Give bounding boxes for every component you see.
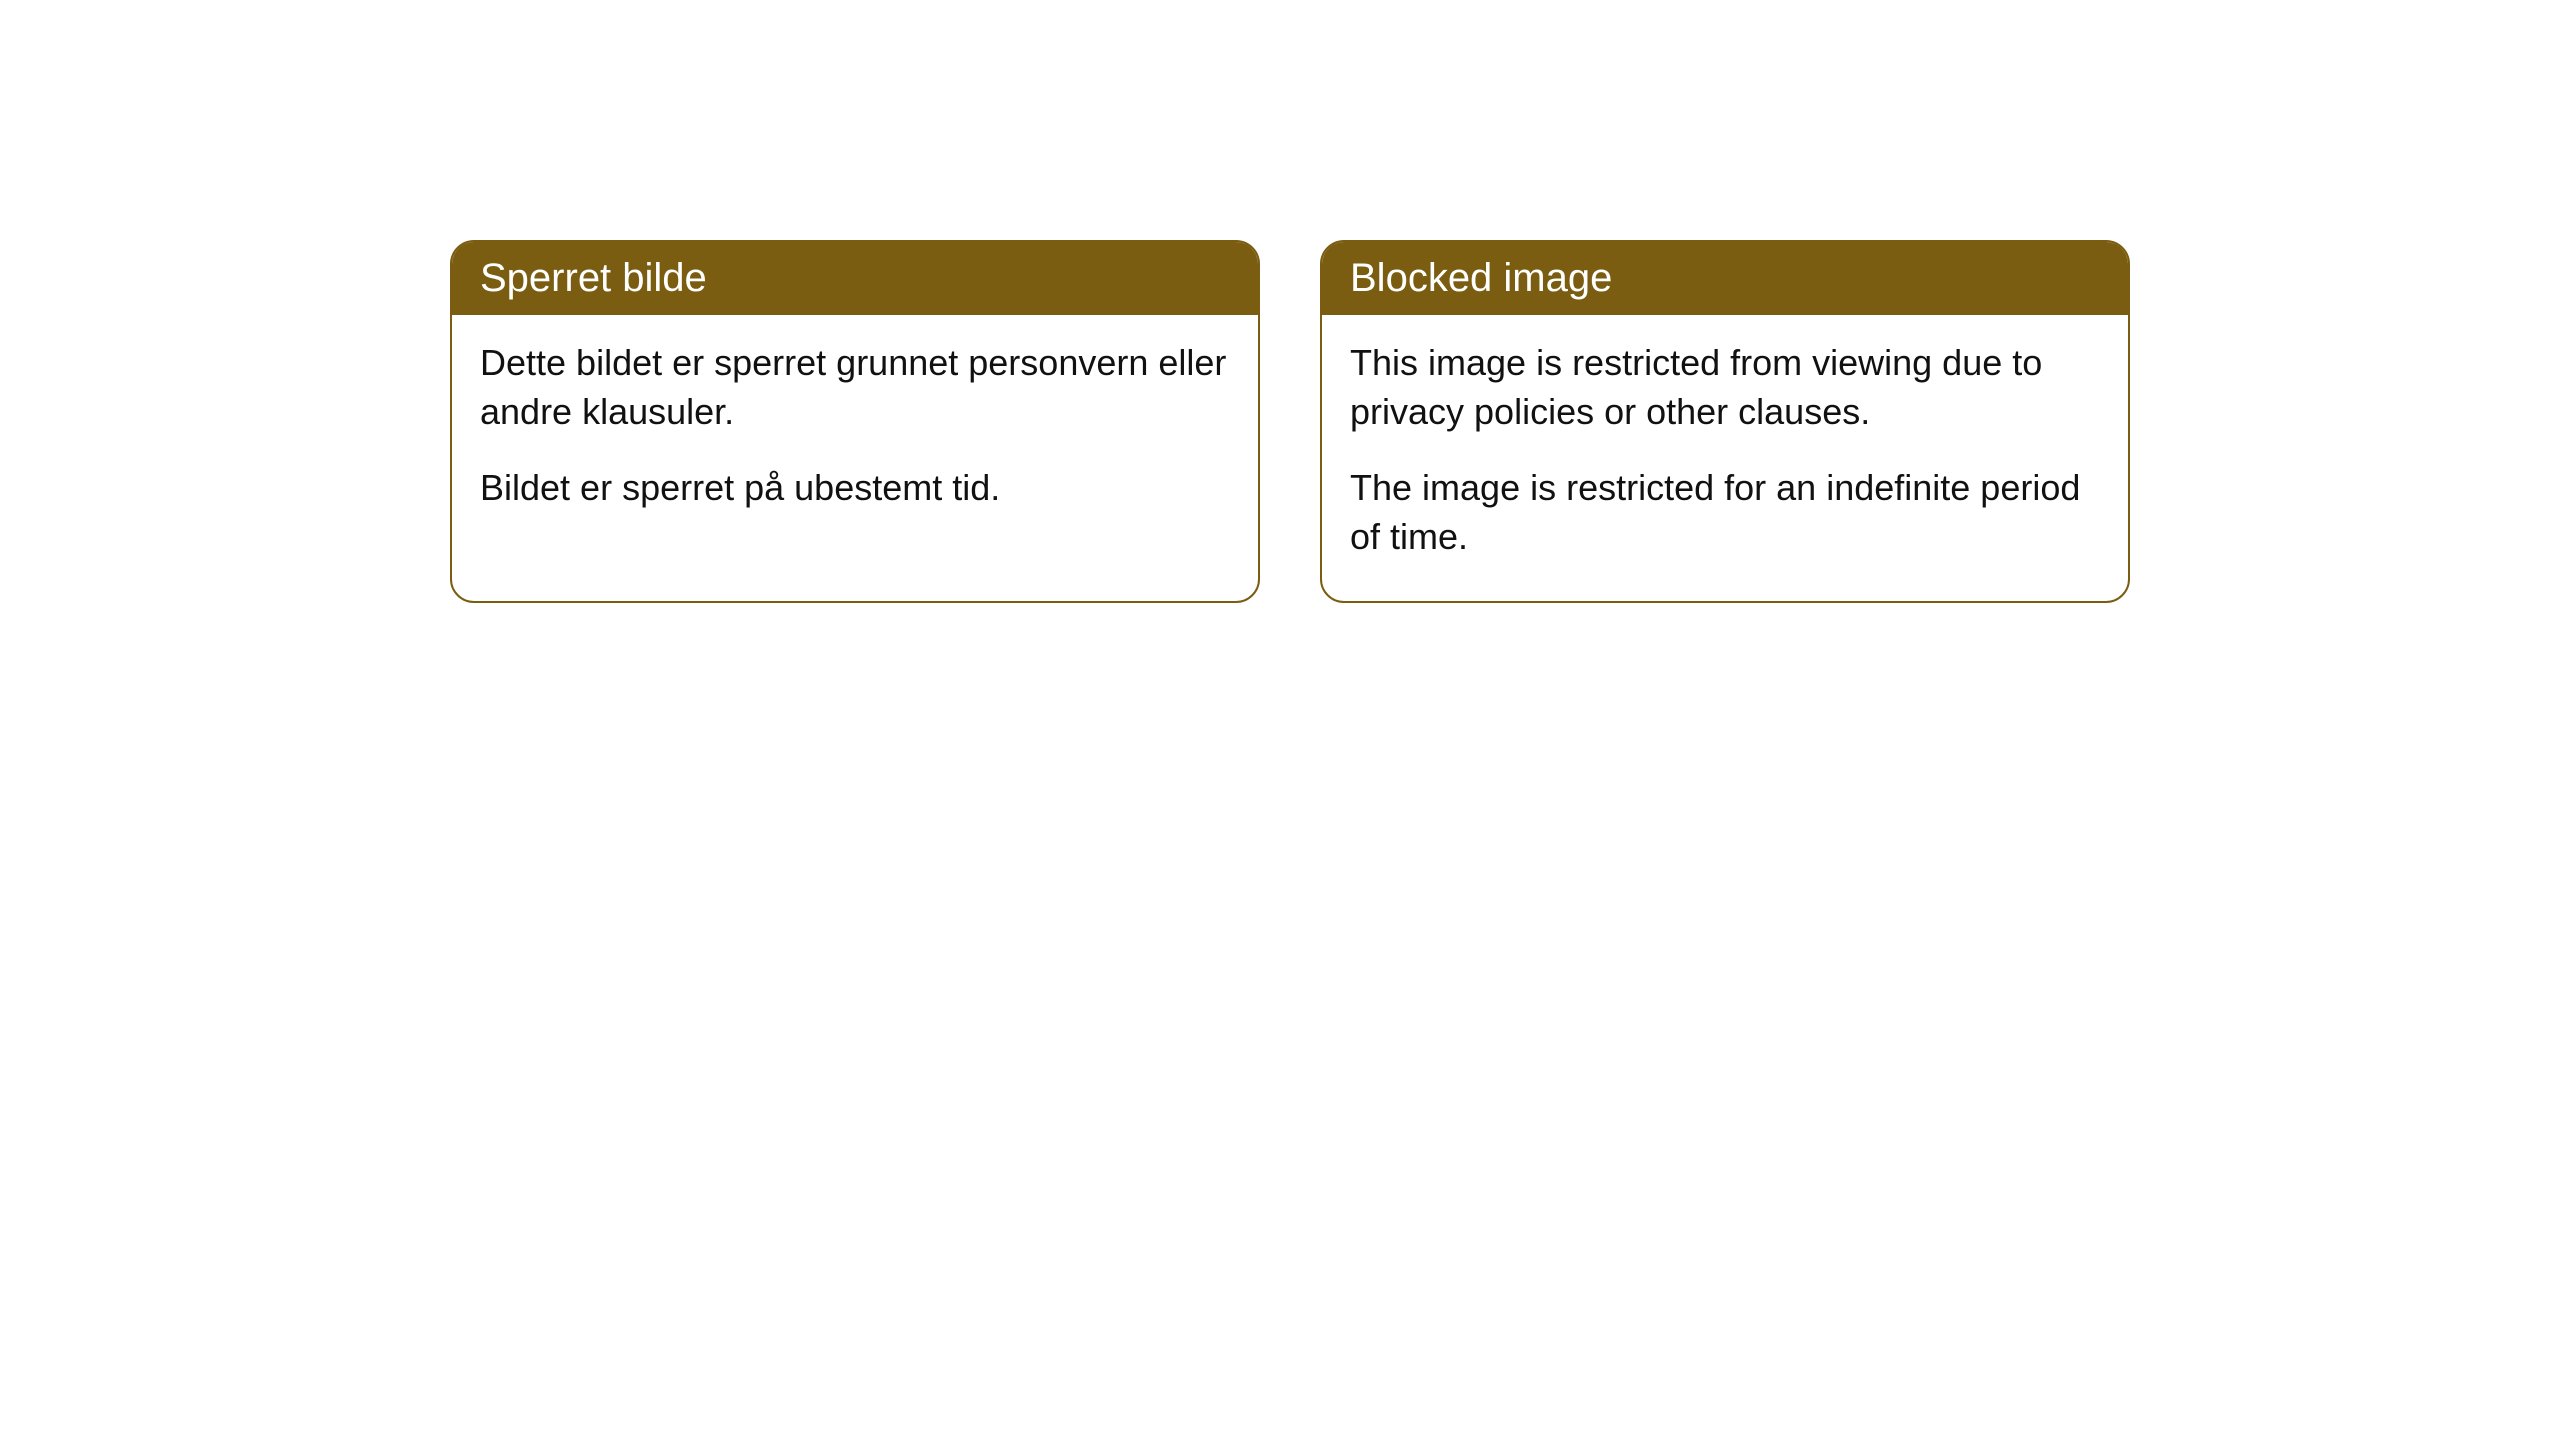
card-title: Sperret bilde [480,256,707,300]
card-body-english: This image is restricted from viewing du… [1322,315,2128,601]
notice-card-norwegian: Sperret bilde Dette bildet er sperret gr… [450,240,1260,603]
card-body-norwegian: Dette bildet er sperret grunnet personve… [452,315,1258,553]
card-paragraph-2: Bildet er sperret på ubestemt tid. [480,464,1230,513]
card-header-norwegian: Sperret bilde [452,242,1258,315]
notice-card-english: Blocked image This image is restricted f… [1320,240,2130,603]
card-title: Blocked image [1350,256,1612,300]
notice-cards-container: Sperret bilde Dette bildet er sperret gr… [450,240,2130,603]
card-paragraph-2: The image is restricted for an indefinit… [1350,464,2100,561]
card-header-english: Blocked image [1322,242,2128,315]
card-paragraph-1: This image is restricted from viewing du… [1350,339,2100,436]
card-paragraph-1: Dette bildet er sperret grunnet personve… [480,339,1230,436]
